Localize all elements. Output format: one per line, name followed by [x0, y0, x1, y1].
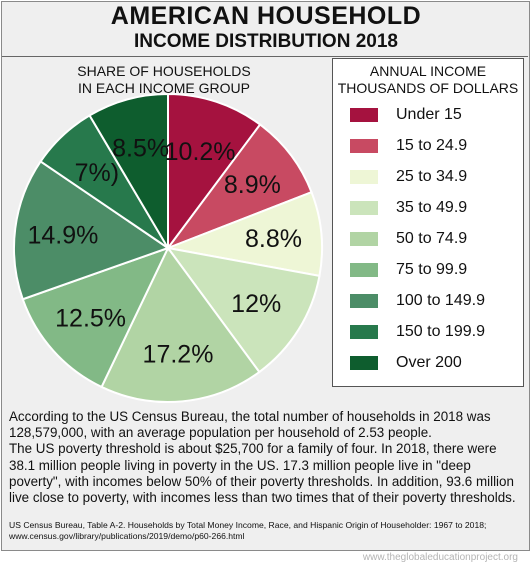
legend-label: 15 to 24.9 [396, 137, 468, 154]
legend-swatch [350, 325, 378, 339]
chart-subtitle: INCOME DISTRIBUTION 2018 [134, 31, 398, 52]
pie-slice-75-to-99-9 [21, 246, 170, 389]
legend-label: 150 to 199.9 [396, 323, 485, 340]
legend-label: Under 15 [396, 106, 462, 123]
pie-slice-15-to-24-9 [165, 123, 313, 251]
legend-swatch [350, 263, 378, 277]
pie-label-15-to-24-9: 8.9% [224, 171, 281, 199]
description-text: According to the US Census Bureau, the t… [9, 409, 524, 506]
legend-swatch [350, 232, 378, 246]
pie-label-50-to-74-9: 17.2% [143, 341, 214, 369]
title-divider [2, 56, 528, 57]
legend: ANNUAL INCOME THOUSANDS OF DOLLARS Under… [332, 58, 524, 387]
legend-label: 100 to 149.9 [396, 292, 485, 309]
legend-label: 35 to 49.9 [396, 199, 468, 216]
legend-label: 75 to 99.9 [396, 261, 468, 278]
pie-label-150-to-199-9: 7%) [75, 159, 119, 187]
legend-label: 25 to 34.9 [396, 168, 468, 185]
pie-label-100-to-149-9: 14.9% [27, 221, 98, 249]
pie-label-over-200: 8.5% [112, 135, 169, 163]
pie-caption-line1: SHARE OF HOUSEHOLDS [77, 63, 251, 79]
pie-caption: SHARE OF HOUSEHOLDS IN EACH INCOME GROUP [14, 63, 314, 97]
legend-swatch [350, 294, 378, 308]
legend-title-line1: ANNUAL INCOME [369, 63, 487, 79]
legend-title-line2: THOUSANDS OF DOLLARS [337, 80, 519, 96]
source-line1: US Census Bureau, Table A-2. Households … [9, 520, 487, 530]
pie-slice-over-200 [88, 92, 169, 252]
pie-chart: 10.2% 8.9% 8.8% 12% 17.2% 12.5% 14.9% 7%)8.5% [13, 92, 323, 404]
pie-slice-50-to-74-9 [100, 246, 261, 404]
pie-caption-line2: IN EACH INCOME GROUP [78, 80, 250, 96]
chart-title: AMERICAN HOUSEHOLD [110, 2, 422, 30]
pie-label-75-to-99-9: 12.5% [55, 305, 126, 333]
pie-slice-under-15 [167, 92, 262, 252]
legend-swatch [350, 170, 378, 184]
description-paragraph-poverty: The US poverty threshold is about $25,70… [9, 441, 516, 506]
pie-label-25-to-34-9: 8.8% [245, 225, 302, 253]
legend-swatch [350, 356, 378, 370]
legend-swatch [350, 108, 378, 122]
legend-swatch [350, 201, 378, 215]
pie-slice-100-to-149-9 [13, 160, 171, 301]
source-citation: US Census Bureau, Table A-2. Households … [9, 520, 524, 542]
pie-label-under-15: 10.2% [165, 138, 236, 166]
legend-label: 50 to 74.9 [396, 230, 468, 247]
legend-label: Over 200 [396, 354, 462, 371]
legend-title: ANNUAL INCOME THOUSANDS OF DOLLARS [333, 63, 523, 97]
legend-swatch [350, 139, 378, 153]
pie-slice-35-to-49-9 [165, 246, 321, 374]
description-paragraph-households: According to the US Census Bureau, the t… [9, 409, 491, 441]
credit-url: www.theglobaleducationproject.org [362, 552, 518, 563]
source-url: www.census.gov/library/publications/2019… [9, 531, 245, 541]
pie-label-35-to-49-9: 12% [231, 290, 281, 318]
